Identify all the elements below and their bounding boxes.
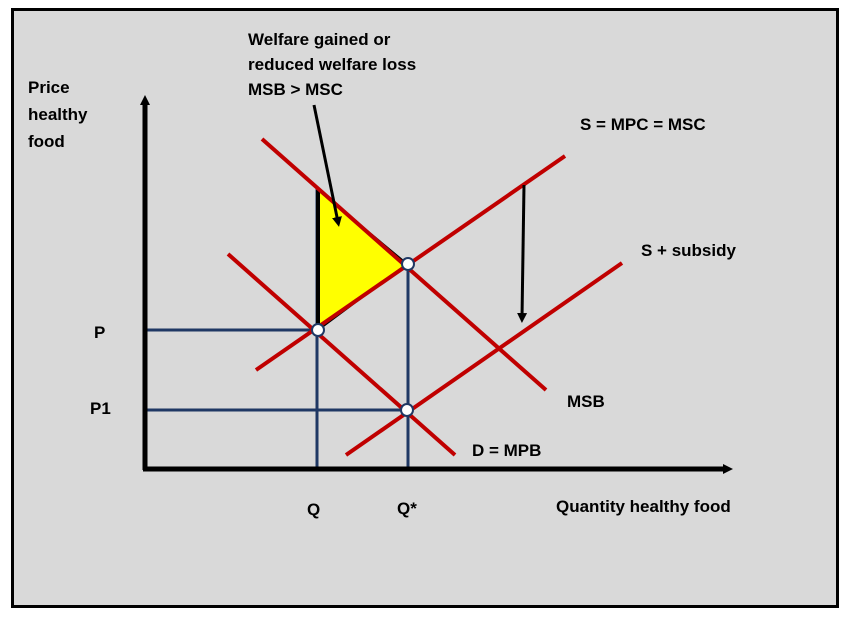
demand-curve-label: D = MPB xyxy=(472,441,541,460)
annotation-line-3: MSB > MSC xyxy=(248,80,343,99)
point-p1-q-star xyxy=(400,403,414,417)
y-axis-label-line-2: healthy xyxy=(28,105,88,124)
y-tick-p1: P1 xyxy=(90,399,111,418)
y-axis-label-line-3: food xyxy=(28,132,65,151)
annotation-line-1: Welfare gained or xyxy=(248,30,391,49)
x-axis-label: Quantity healthy food xyxy=(556,497,731,516)
supply-curve-label: S = MPC = MSC xyxy=(580,115,706,134)
x-tick-q-star: Q* xyxy=(397,499,417,518)
diagram-frame xyxy=(11,8,839,608)
annotation-pointer-arrow xyxy=(312,104,342,227)
y-axis-label-line-1: Price xyxy=(28,78,70,97)
point-p-q xyxy=(311,323,325,337)
subsidy-shift-arrow xyxy=(517,184,528,323)
supply-subsidy-curve-label: S + subsidy xyxy=(641,241,736,260)
supply-subsidy-curve xyxy=(344,261,624,457)
point-msb-msc xyxy=(401,257,415,271)
welfare-gain-area xyxy=(317,187,409,332)
y-tick-p: P xyxy=(94,323,105,342)
x-tick-q: Q xyxy=(307,500,320,519)
msb-curve-label: MSB xyxy=(567,392,605,411)
demand-curve xyxy=(226,252,457,457)
annotation-line-2: reduced welfare loss xyxy=(248,55,416,74)
